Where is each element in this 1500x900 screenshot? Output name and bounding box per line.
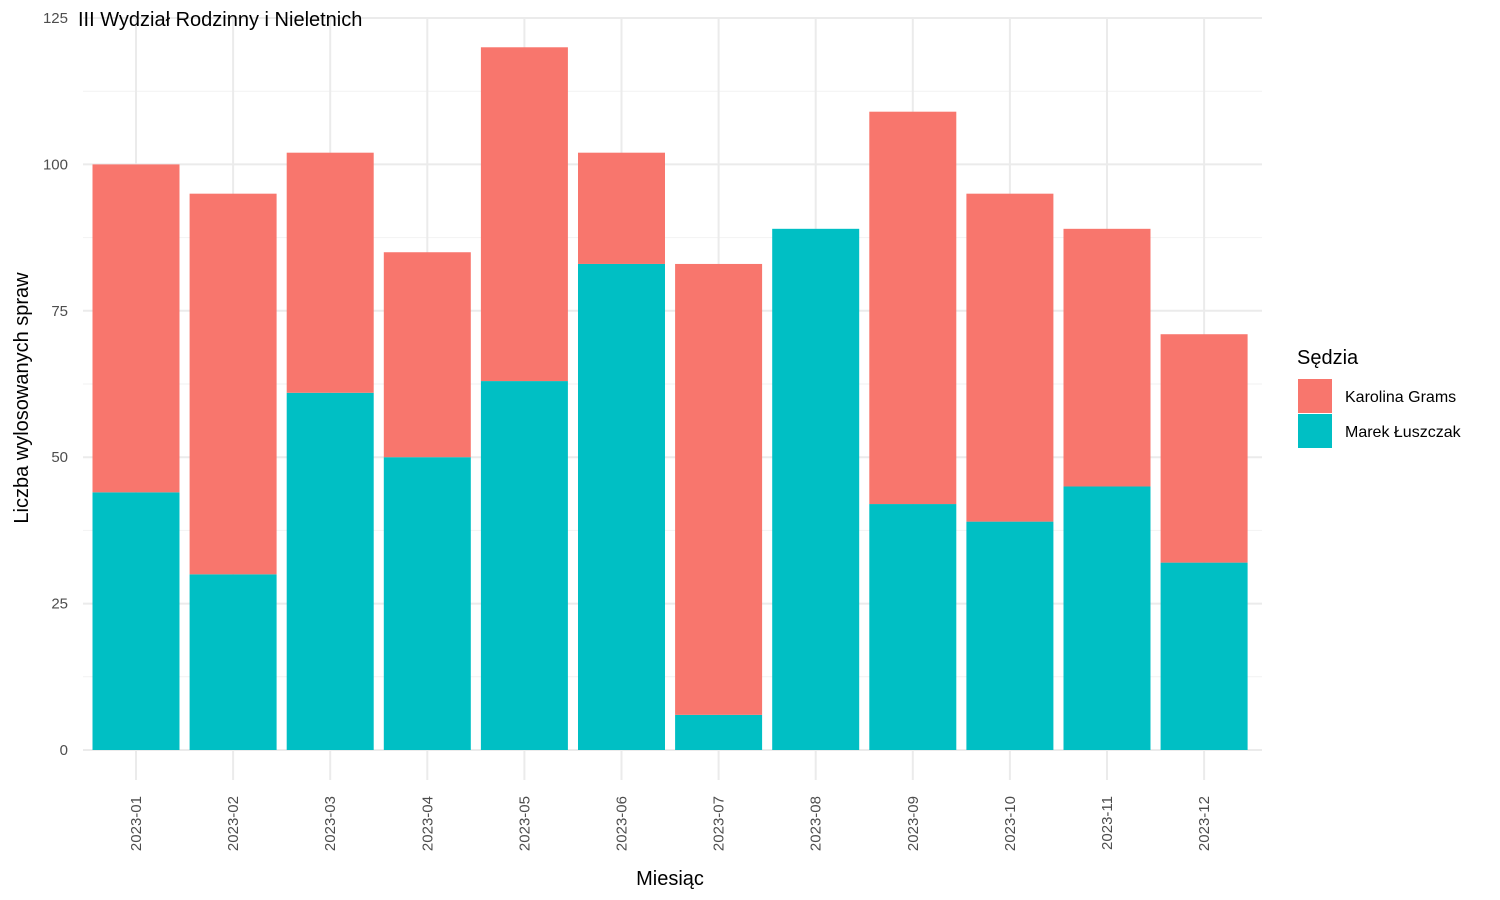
chart-title: III Wydział Rodzinny i Nieletnich xyxy=(78,9,362,31)
x-tick-label: 2023-05 xyxy=(516,796,533,851)
x-tick-label: 2023-02 xyxy=(225,796,242,851)
x-tick-label: 2023-12 xyxy=(1196,796,1213,851)
bar-segment xyxy=(189,193,277,575)
bar-segment xyxy=(1063,228,1151,487)
x-tick-label: 2023-09 xyxy=(905,796,922,851)
bar-segment xyxy=(286,152,374,393)
x-axis-title: Miesiąc xyxy=(636,868,704,890)
bar-segment xyxy=(383,252,471,458)
bar-segment xyxy=(480,47,568,382)
legend-key xyxy=(1298,414,1332,448)
bar-segment xyxy=(92,492,180,750)
bar-segment xyxy=(675,714,763,750)
bar-segment xyxy=(286,392,374,750)
x-tick-label: 2023-10 xyxy=(1002,796,1019,851)
x-tick-label: 2023-03 xyxy=(322,796,339,851)
bar-segment xyxy=(578,152,665,264)
bar-segment xyxy=(189,574,277,750)
bar-segment xyxy=(383,457,471,750)
y-tick-labels: 0 25 50 75 100 125 xyxy=(43,10,68,759)
x-tick-label: 2023-06 xyxy=(614,796,631,851)
bar-segment xyxy=(1160,562,1248,750)
bar-segment xyxy=(1063,486,1151,750)
y-tick-label: 75 xyxy=(51,303,68,320)
x-tick-label: 2023-07 xyxy=(711,796,728,851)
bar-segment xyxy=(966,193,1054,522)
bars xyxy=(92,47,1248,751)
bar-segment xyxy=(966,521,1054,750)
y-axis-title: Liczba wylosowanych spraw xyxy=(11,272,33,524)
x-tick-label: 2023-04 xyxy=(419,796,436,851)
bar-segment xyxy=(480,381,568,750)
bar-segment xyxy=(1160,334,1248,563)
legend-title: Sędzia xyxy=(1297,347,1359,369)
bar-segment xyxy=(578,263,665,750)
y-tick-label: 50 xyxy=(51,449,68,466)
legend-label: Karolina Grams xyxy=(1345,389,1456,406)
y-tick-label: 125 xyxy=(43,10,68,27)
y-tick-label: 0 xyxy=(60,742,68,759)
x-tick-labels: 2023-01 2023-02 2023-03 2023-04 2023-05 2023-… xyxy=(128,796,1213,851)
x-tick-label: 2023-11 xyxy=(1099,796,1116,850)
legend-key xyxy=(1298,379,1332,413)
y-tick-label: 100 xyxy=(43,156,68,173)
x-tick-label: 2023-08 xyxy=(808,796,825,851)
bar-segment xyxy=(869,111,957,505)
bar-segment xyxy=(772,228,860,751)
x-tick-label: 2023-01 xyxy=(128,796,145,851)
bar-segment xyxy=(675,263,763,715)
legend-label: Marek Łuszczak xyxy=(1345,424,1462,441)
legend: Sędzia Karolina Grams Marek Łuszczak xyxy=(1297,347,1462,448)
bar-segment xyxy=(869,504,957,750)
y-tick-label: 25 xyxy=(51,596,68,613)
bar-segment xyxy=(92,164,180,493)
